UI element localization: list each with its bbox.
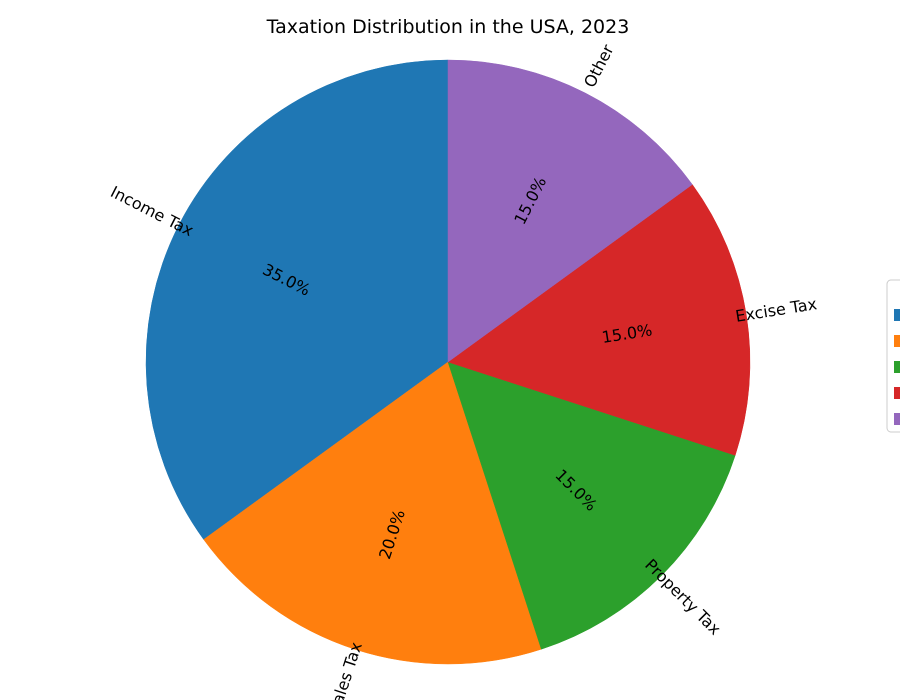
legend-swatch-property-tax [894,361,900,373]
slice-property-tax [447,361,736,650]
pie-slices [145,59,751,665]
category-label-property-tax: Property Tax [641,555,725,639]
legend: Income TaxSales TaxProperty TaxExcise Ta… [886,279,900,433]
legend-swatch-other [894,413,900,425]
legend-swatch-sales-tax [894,335,900,347]
category-label-sales-tax: Sales Tax [325,640,366,700]
slice-other [447,59,693,363]
slice-excise-tax [447,184,751,456]
legend-swatch-income-tax [894,309,900,321]
category-label-excise-tax: Excise Tax [734,294,818,326]
legend-swatch-excise-tax [894,387,900,399]
category-label-other: Other [580,41,618,90]
category-label-income-tax: Income Tax [107,182,196,240]
slice-income-tax [145,59,449,540]
chart-title: Taxation Distribution in the USA, 2023 [266,16,630,38]
slice-sales-tax [203,361,542,665]
legend-frame [886,279,900,433]
